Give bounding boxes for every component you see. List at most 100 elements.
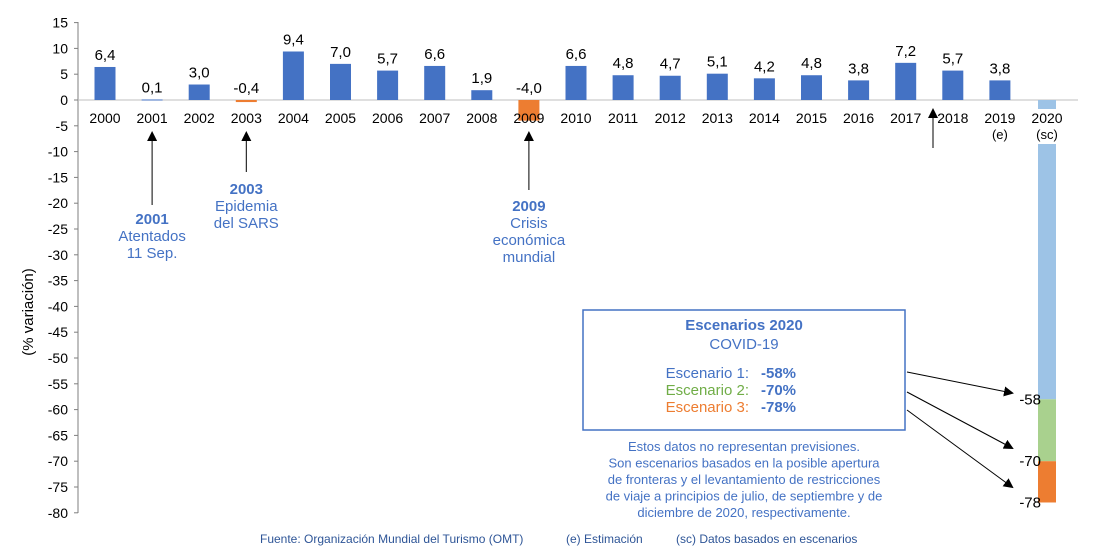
y-tick-label: -30	[48, 247, 68, 263]
category-label-2014: 2014	[749, 110, 780, 126]
annotation-line: económica	[493, 232, 566, 249]
annotation-line: Crisis	[510, 215, 548, 232]
scenario-arrow-3	[906, 409, 1014, 489]
category-label-2007: 2007	[419, 110, 450, 126]
y-tick-label: -10	[48, 144, 68, 160]
bar-2011	[612, 75, 634, 100]
category-label-2017: 2017	[890, 110, 921, 126]
note-line: Estos datos no representan previsiones.	[628, 439, 860, 454]
category-label-2004: 2004	[278, 110, 309, 126]
value-label-2004: 9,4	[283, 31, 304, 48]
y-tick-label: -35	[48, 273, 68, 289]
y-tick-label: -65	[48, 427, 68, 443]
y-axis-title: (% variación)	[20, 268, 37, 356]
bar-2020-scenario-3	[1038, 461, 1056, 503]
scenario-box-subtitle: COVID-19	[709, 336, 778, 353]
category-label-2019: 2019	[984, 110, 1015, 126]
y-tick-label: -60	[48, 402, 68, 418]
note-line: Son escenarios basados en la posible ape…	[608, 456, 880, 471]
category-label-2006: 2006	[372, 110, 403, 126]
category-label-2000: 2000	[89, 110, 120, 126]
bar-2014	[753, 78, 775, 100]
y-tick-label: -75	[48, 479, 68, 495]
footer-scenarios: (sc) Datos basados en escenarios	[676, 532, 857, 546]
category-label-2005: 2005	[325, 110, 356, 126]
bar-2015	[801, 75, 822, 100]
y-tick-label: 15	[52, 15, 68, 31]
footer-source: Fuente: Organización Mundial del Turismo…	[260, 532, 523, 546]
scenario-value-label-1: -58	[1019, 391, 1041, 408]
value-label-2000: 6,4	[95, 47, 116, 64]
y-tick-label: -45	[48, 324, 68, 340]
category-label-2020: 2020	[1031, 110, 1062, 126]
value-label-2013: 5,1	[707, 54, 728, 71]
note-line: de viaje a principios de julio, de septi…	[606, 489, 883, 504]
value-label-2005: 7,0	[330, 44, 351, 61]
bar-2005	[330, 63, 351, 100]
value-label-2006: 5,7	[377, 51, 398, 68]
value-label-2012: 4,7	[660, 56, 681, 73]
y-tick-label: -25	[48, 221, 68, 237]
bar-2001	[141, 99, 163, 101]
category-label-2001: 2001	[137, 110, 168, 126]
category-sublabel-2019: (e)	[992, 127, 1008, 142]
y-tick-label: -55	[48, 376, 68, 392]
y-tick-label: -20	[48, 195, 68, 211]
scenario-row-label-2: Escenario 2:	[666, 382, 749, 399]
bar-2019	[989, 80, 1011, 100]
y-tick-label: -40	[48, 298, 68, 314]
value-label-2015: 4,8	[801, 55, 822, 72]
value-label-2007: 6,6	[424, 46, 445, 63]
scenario-row-value-1: -58%	[761, 365, 796, 382]
category-label-2013: 2013	[702, 110, 733, 126]
y-tick-label: 10	[52, 40, 68, 56]
value-label-2018: 5,7	[942, 51, 963, 68]
footer-estimate: (e) Estimación	[566, 532, 643, 546]
annotation-line: Epidemia	[215, 198, 278, 215]
annotation-line: del SARS	[214, 215, 279, 232]
scenario-value-label-2: -70	[1019, 453, 1041, 470]
category-label-2003: 2003	[231, 110, 262, 126]
category-label-2018: 2018	[937, 110, 968, 126]
category-label-2002: 2002	[184, 110, 215, 126]
note-line: de fronteras y el levantamiento de restr…	[608, 472, 881, 487]
bar-2013	[706, 73, 728, 100]
bar-2016	[848, 80, 870, 100]
scenario-value-label-3: -78	[1019, 494, 1041, 511]
y-tick-label: -80	[48, 505, 68, 521]
bar-2009	[518, 100, 540, 121]
category-label-2011: 2011	[608, 110, 638, 126]
annotation-line: mundial	[503, 249, 556, 266]
y-tick-label: 0	[60, 92, 68, 108]
scenario-row-label-3: Escenario 3:	[666, 399, 749, 416]
y-tick-label: -50	[48, 350, 68, 366]
value-label-2019: 3,8	[989, 60, 1010, 77]
y-tick-label: -5	[56, 118, 69, 134]
value-label-2010: 6,6	[566, 46, 587, 63]
scenario-arrow-2	[906, 391, 1014, 449]
value-label-2008: 1,9	[471, 70, 492, 87]
note-line: diciembre de 2020, respectivamente.	[637, 505, 850, 520]
category-label-2009: 2009	[513, 110, 544, 126]
category-label-2008: 2008	[466, 110, 497, 126]
value-label-2016: 3,8	[848, 60, 869, 77]
bar-2003	[235, 100, 257, 103]
value-label-2002: 3,0	[189, 65, 210, 82]
category-label-2010: 2010	[560, 110, 591, 126]
value-label-2001: 0,1	[142, 79, 163, 96]
bar-2018	[942, 70, 964, 100]
annotation-year-2009: 2009	[512, 198, 545, 215]
category-label-2015: 2015	[796, 110, 827, 126]
scenario-row-value-2: -70%	[761, 382, 796, 399]
value-label-2003: -0,4	[233, 80, 259, 97]
bar-2007	[424, 65, 446, 100]
y-tick-label: 5	[60, 66, 68, 82]
value-label-2009: -4,0	[516, 80, 542, 97]
bar-2017	[895, 62, 917, 100]
value-label-2014: 4,2	[754, 58, 775, 75]
category-label-2012: 2012	[655, 110, 686, 126]
bar-2020-scenario-1	[1038, 144, 1056, 400]
annotation-year-2003: 2003	[230, 181, 263, 198]
